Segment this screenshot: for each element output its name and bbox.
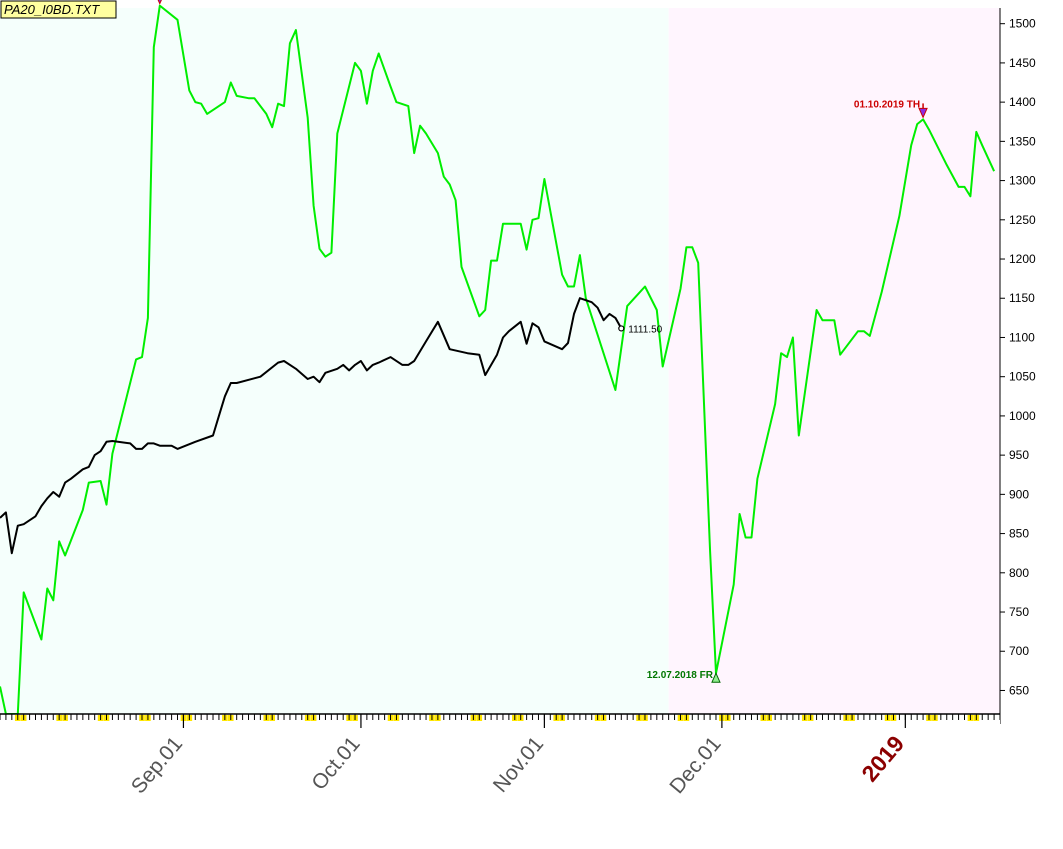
shaded-region-2 — [668, 8, 1000, 714]
y-tick-label: 1100 — [1009, 330, 1035, 344]
y-tick-label: 700 — [1009, 644, 1029, 658]
y-tick-label: 950 — [1009, 448, 1029, 462]
shaded-region-1 — [0, 8, 669, 714]
trough-annotation-3: 12.07.2018 FR — [647, 670, 714, 681]
peak-arrow-1 — [157, 0, 162, 5]
x-axis-strip — [0, 714, 1000, 724]
chart-title: PA20_I0BD.TXT — [4, 2, 100, 17]
series-lines — [0, 4, 996, 715]
y-tick-label: 1400 — [1009, 95, 1036, 109]
series-line-2 — [0, 297, 623, 555]
trough-arrow-3 — [711, 671, 721, 683]
y-tick-label: 1150 — [1009, 291, 1035, 305]
y-tick-label: 1050 — [1009, 370, 1036, 384]
y-tick-label: 1450 — [1009, 56, 1036, 70]
y-tick-label: 1300 — [1009, 174, 1036, 188]
series-line-1 — [0, 4, 996, 715]
chart-title-box[interactable]: PA20_I0BD.TXT — [0, 0, 117, 19]
y-axis: 650 700 750 800 850 900 950 1000 1050 1100 1150 120… — [999, 8, 1036, 724]
y-tick-label: 1350 — [1009, 134, 1036, 148]
y-tick-label: 1200 — [1009, 252, 1036, 266]
y-tick-label: 900 — [1009, 487, 1029, 501]
y-tick-label: 800 — [1009, 566, 1029, 580]
y-tick-label: 1250 — [1009, 213, 1036, 227]
annotation-markers: 1111.5009.07.2018 FR01.10.2019 TH12.07.2… — [157, 0, 928, 683]
last-value-point — [618, 325, 625, 332]
peak-annotation-2: 01.10.2019 TH — [854, 99, 920, 110]
last-value-label: 1111.50 — [628, 324, 662, 335]
y-tick-label: 750 — [1009, 605, 1029, 619]
y-tick-label: 1500 — [1009, 17, 1036, 31]
y-tick-label: 1000 — [1009, 409, 1036, 423]
y-tick-label: 650 — [1009, 683, 1029, 697]
y-tick-label: 850 — [1009, 527, 1029, 541]
